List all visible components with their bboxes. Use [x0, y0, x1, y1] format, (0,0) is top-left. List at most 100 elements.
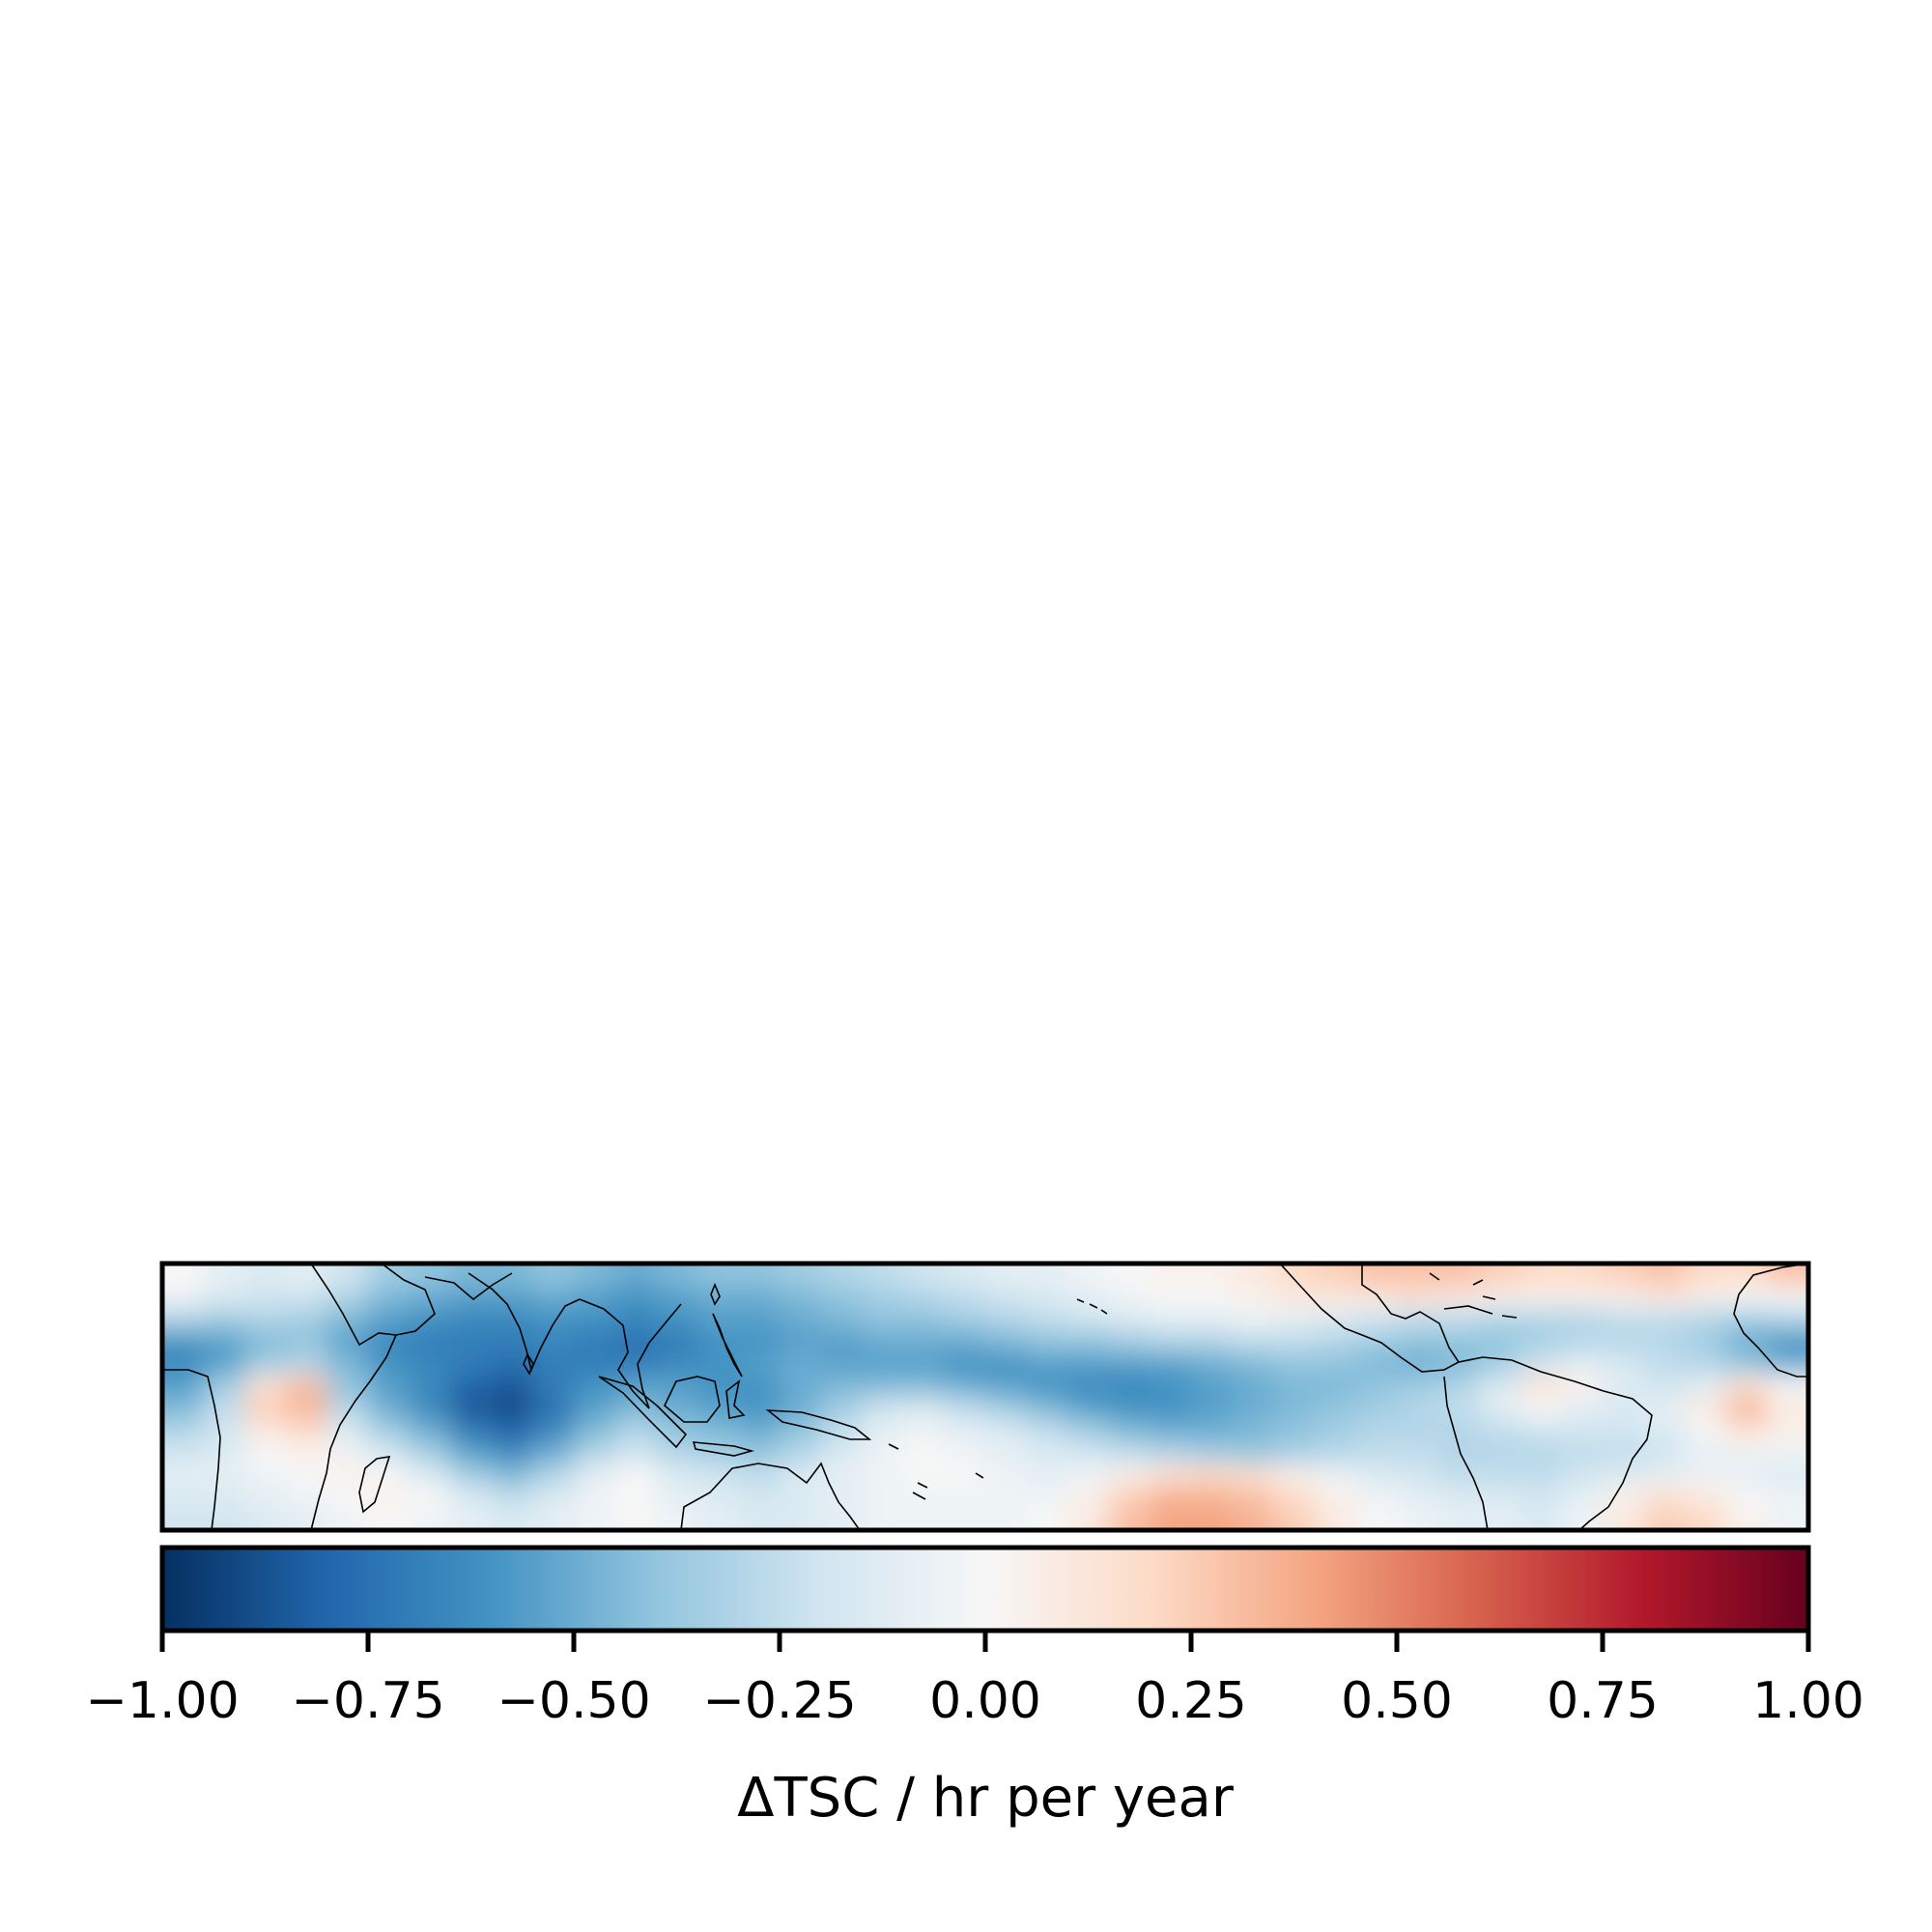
map-cell [1725, 1508, 1769, 1530]
map-cell [780, 1375, 822, 1398]
map-cell [1603, 1286, 1645, 1309]
map-cell [574, 1508, 616, 1530]
map-cell [409, 1375, 452, 1398]
map-cell [368, 1508, 411, 1530]
map-cell [902, 1419, 946, 1442]
map-cell [1479, 1375, 1521, 1398]
map-cell [780, 1352, 822, 1376]
map-cell [1767, 1463, 1808, 1487]
map-cell [1520, 1397, 1563, 1420]
map-cell [1026, 1397, 1069, 1420]
map-cell [244, 1330, 287, 1353]
map-cell [1355, 1463, 1398, 1487]
coastline-caribbean [1429, 1272, 1518, 1319]
map-cell [1437, 1352, 1481, 1376]
map-cell [1191, 1352, 1234, 1376]
map-cell [862, 1441, 904, 1464]
map-cell [820, 1441, 864, 1464]
map-cell [1191, 1397, 1234, 1420]
map-cell [368, 1352, 411, 1376]
coastline-newguinea [765, 1409, 872, 1440]
map-cell [1191, 1463, 1234, 1487]
map-cell [203, 1397, 246, 1420]
map-cell [1191, 1508, 1234, 1530]
map-cell [1355, 1352, 1398, 1376]
map-cell [1767, 1486, 1808, 1509]
map-cell [532, 1397, 575, 1420]
coastline-madagascar [358, 1456, 391, 1514]
map-cell [1479, 1463, 1521, 1487]
map-cell [1191, 1419, 1234, 1442]
map-cell [327, 1463, 369, 1487]
coastline-arabia [381, 1264, 436, 1336]
map-cell [1437, 1330, 1481, 1353]
map-cell [1520, 1463, 1563, 1487]
map-cell [1026, 1330, 1069, 1353]
map-cell [491, 1419, 534, 1442]
map-cell [1397, 1264, 1439, 1287]
map-cell [450, 1375, 493, 1398]
map-cell [944, 1397, 986, 1420]
map-cell [1108, 1286, 1151, 1309]
map-cell [738, 1463, 781, 1487]
map-cell [1520, 1486, 1563, 1509]
map-cell [532, 1463, 575, 1487]
map-cell [1767, 1419, 1808, 1442]
map-cell [696, 1419, 740, 1442]
map-cell [1273, 1264, 1316, 1287]
map-cell [203, 1419, 246, 1442]
map-cell [1232, 1486, 1275, 1509]
map-cell [1232, 1508, 1275, 1530]
map-cell [738, 1375, 781, 1398]
map-cell [1108, 1352, 1151, 1376]
map-cell [614, 1508, 658, 1530]
map-cell [450, 1397, 493, 1420]
map-cell [1397, 1397, 1439, 1420]
map-cell [1479, 1441, 1521, 1464]
map-cell [1273, 1463, 1316, 1487]
map-cell [1314, 1286, 1357, 1309]
map-cell [1603, 1308, 1645, 1331]
map-cell [780, 1441, 822, 1464]
map-cell [285, 1419, 328, 1442]
map-cell [820, 1463, 864, 1487]
map-cell [532, 1486, 575, 1509]
map-cell [1561, 1330, 1604, 1353]
map-cell [409, 1463, 452, 1487]
map-frame [159, 1261, 1811, 1533]
map-cell [162, 1508, 205, 1530]
map-cell [1437, 1463, 1481, 1487]
map-cell [368, 1486, 411, 1509]
coastline-philippines [712, 1313, 743, 1378]
map-cell [1725, 1308, 1769, 1331]
map-cell [902, 1463, 946, 1487]
map-cell [1725, 1486, 1769, 1509]
map-cell [1150, 1352, 1192, 1376]
coastline-borneo [664, 1376, 721, 1423]
map-cell [1397, 1463, 1439, 1487]
map-cell [244, 1486, 287, 1509]
map-cell [1067, 1486, 1110, 1509]
map-cell [902, 1486, 946, 1509]
map-cell [614, 1486, 658, 1509]
map-cell [203, 1441, 246, 1464]
map-cell [1026, 1375, 1069, 1398]
map-cell [244, 1419, 287, 1442]
map-cell [532, 1330, 575, 1353]
map-cell [409, 1330, 452, 1353]
map-cell [985, 1286, 1028, 1309]
map-cell [574, 1486, 616, 1509]
map-cell [1273, 1397, 1316, 1420]
map-cell [1520, 1441, 1563, 1464]
map-cell [1397, 1419, 1439, 1442]
map-cell [1725, 1441, 1769, 1464]
map-cell [1725, 1352, 1769, 1376]
colorbar-tick-label: 1.00 [1752, 1672, 1864, 1730]
map-cell [203, 1486, 246, 1509]
map-cell [1603, 1264, 1645, 1287]
map-cell [1685, 1463, 1727, 1487]
map-cell [285, 1508, 328, 1530]
map-cell [491, 1486, 534, 1509]
map-cell [1479, 1397, 1521, 1420]
map-cell [1479, 1419, 1521, 1442]
